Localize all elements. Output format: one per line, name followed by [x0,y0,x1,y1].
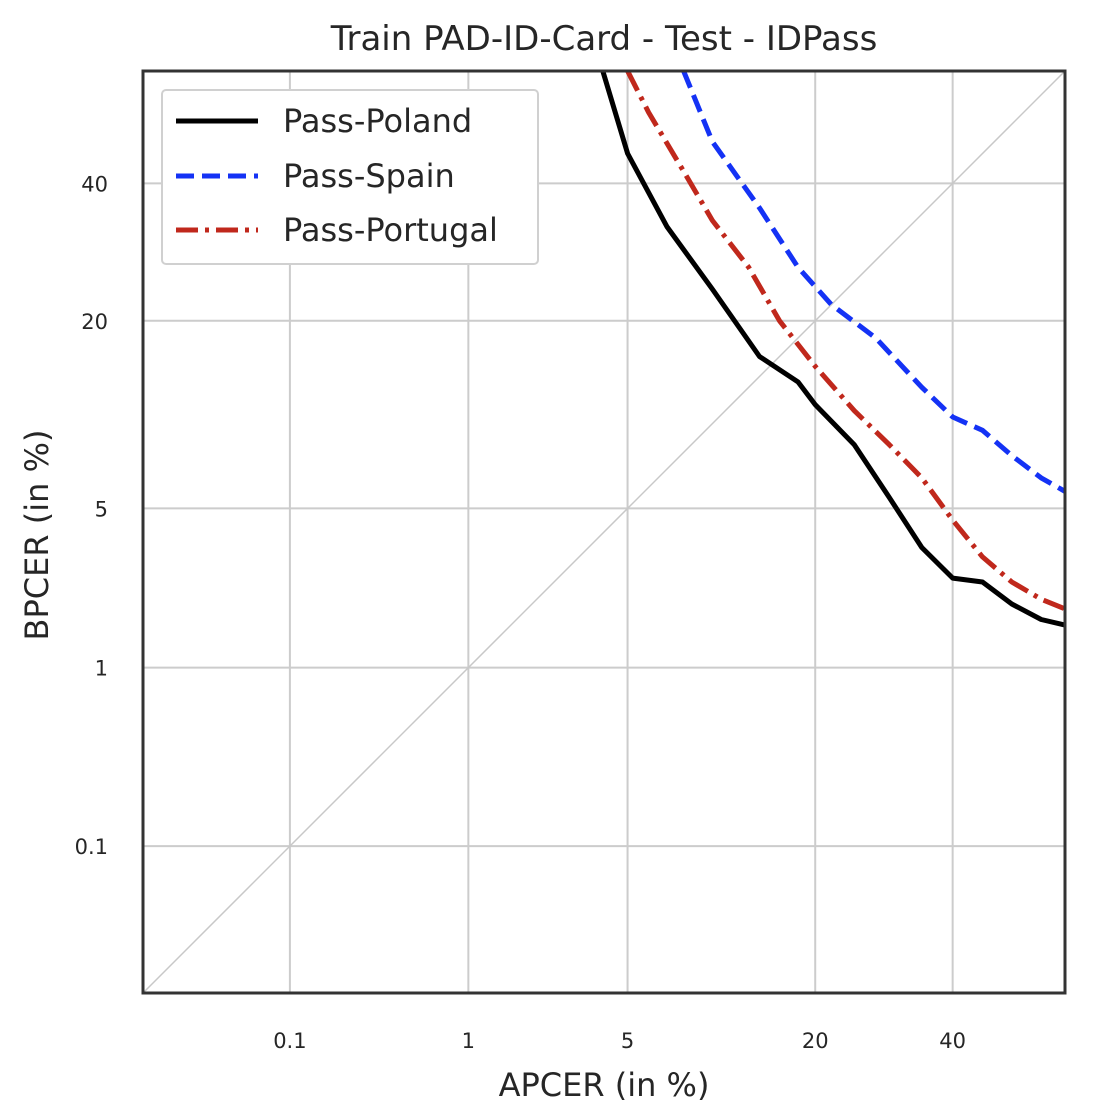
legend-label-pass-poland: Pass-Poland [283,102,472,140]
x-tick-label: 0.1 [273,1029,306,1053]
series-layer [600,71,1065,628]
x-tick-label: 40 [939,1029,966,1053]
y-tick-label: 40 [81,172,108,196]
grid [143,71,1065,993]
y-tick-label: 1 [95,657,108,681]
series-line-pass-spain [681,71,1065,494]
y-tick-label: 20 [81,310,108,334]
legend-box [161,89,539,265]
legend-label-pass-spain: Pass-Spain [283,157,455,195]
series-line-pass-poland [600,71,1065,628]
x-axis-ticks: 0.1 1 5 20 40 [273,1029,966,1053]
legend: Pass-Poland Pass-Spain Pass-Portugal [161,89,539,265]
x-tick-label: 20 [802,1029,829,1053]
y-tick-label: 5 [95,497,108,521]
y-axis-label: BPCER (in %) [18,430,56,641]
y-tick-label: 0.1 [75,835,108,859]
plot-frame [141,69,1067,995]
diagonal-reference-line [142,70,1066,994]
x-tick-label: 1 [462,1029,475,1053]
x-tick-label: 5 [621,1029,634,1053]
legend-label-pass-portugal: Pass-Portugal [283,211,498,249]
series-line-pass-portugal [625,71,1065,612]
y-axis-ticks: 0.1 1 5 20 40 [75,172,108,859]
chart-title: Train PAD-ID-Card - Test - IDPass [330,19,878,59]
x-axis-label: APCER (in %) [499,1066,710,1104]
